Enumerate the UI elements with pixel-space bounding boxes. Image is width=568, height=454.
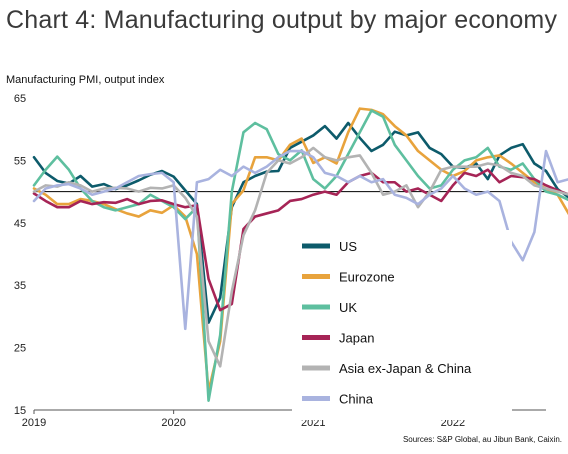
y-tick-label: 45 xyxy=(14,218,26,230)
series-line-china xyxy=(32,149,568,331)
chart-title: Chart 4: Manufacturing output by major e… xyxy=(6,6,558,34)
legend-label: Japan xyxy=(339,331,374,346)
y-tick-label: 55 xyxy=(14,155,26,167)
y-tick-label: 65 xyxy=(14,93,26,105)
y-tick-label: 35 xyxy=(14,280,26,292)
series-line-japan xyxy=(32,168,568,312)
legend-label: Asia ex-Japan & China xyxy=(339,361,472,376)
legend-label: China xyxy=(339,392,374,407)
legend-background xyxy=(292,230,512,420)
y-tick-label: 25 xyxy=(14,343,26,355)
legend-label: UK xyxy=(339,300,357,315)
series-line-asia-ex-japan-china xyxy=(32,146,568,368)
y-tick-label: 15 xyxy=(14,405,26,417)
x-tick-label: 2019 xyxy=(22,417,46,429)
y-axis-label: Manufacturing PMI, output index xyxy=(6,74,165,86)
legend-label: Eurozone xyxy=(339,270,395,285)
source-note: Sources: S&P Global, au Jibun Bank, Caix… xyxy=(402,435,562,444)
series-line-us xyxy=(32,121,568,324)
legend-label: US xyxy=(339,239,357,254)
series-line-eurozone xyxy=(32,107,568,393)
x-tick-label: 2020 xyxy=(161,417,185,429)
